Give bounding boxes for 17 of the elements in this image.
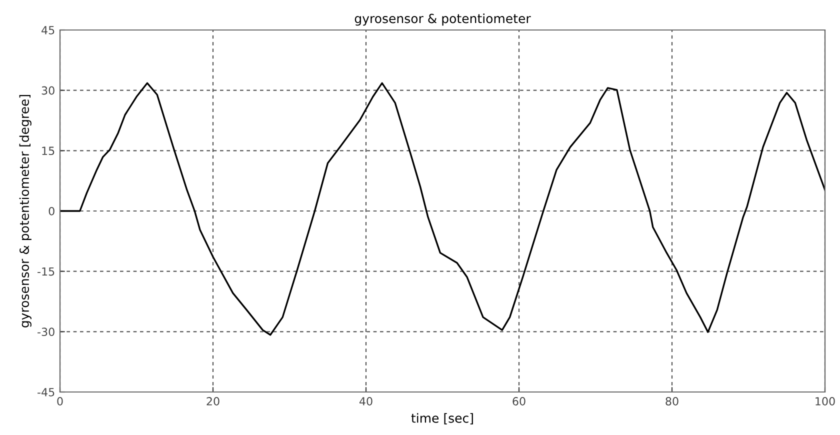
x-tick-label: 100 — [816, 397, 835, 406]
y-tick-label: -45 — [38, 388, 54, 396]
y-tick-label: -30 — [38, 328, 54, 336]
x-tick-label: 40 — [359, 397, 372, 406]
y-axis-title: gyrosensor & potentiometer [degree] — [19, 94, 32, 328]
y-tick-label: 30 — [42, 86, 54, 95]
y-tick-label: 15 — [42, 146, 54, 156]
x-tick-label: 60 — [512, 397, 526, 406]
x-tick-label: 0 — [57, 397, 63, 406]
y-tick-label: -15 — [38, 267, 54, 276]
chart-title: gyrosensor & potentiometer — [354, 14, 531, 26]
x-tick-label: 20 — [206, 397, 220, 406]
y-tick-label: 0 — [48, 206, 54, 216]
y-tick-label: 45 — [42, 26, 54, 34]
x-tick-label: 80 — [666, 397, 678, 406]
x-axis-title: time [sec] — [411, 413, 473, 424]
line-series — [60, 82, 825, 336]
